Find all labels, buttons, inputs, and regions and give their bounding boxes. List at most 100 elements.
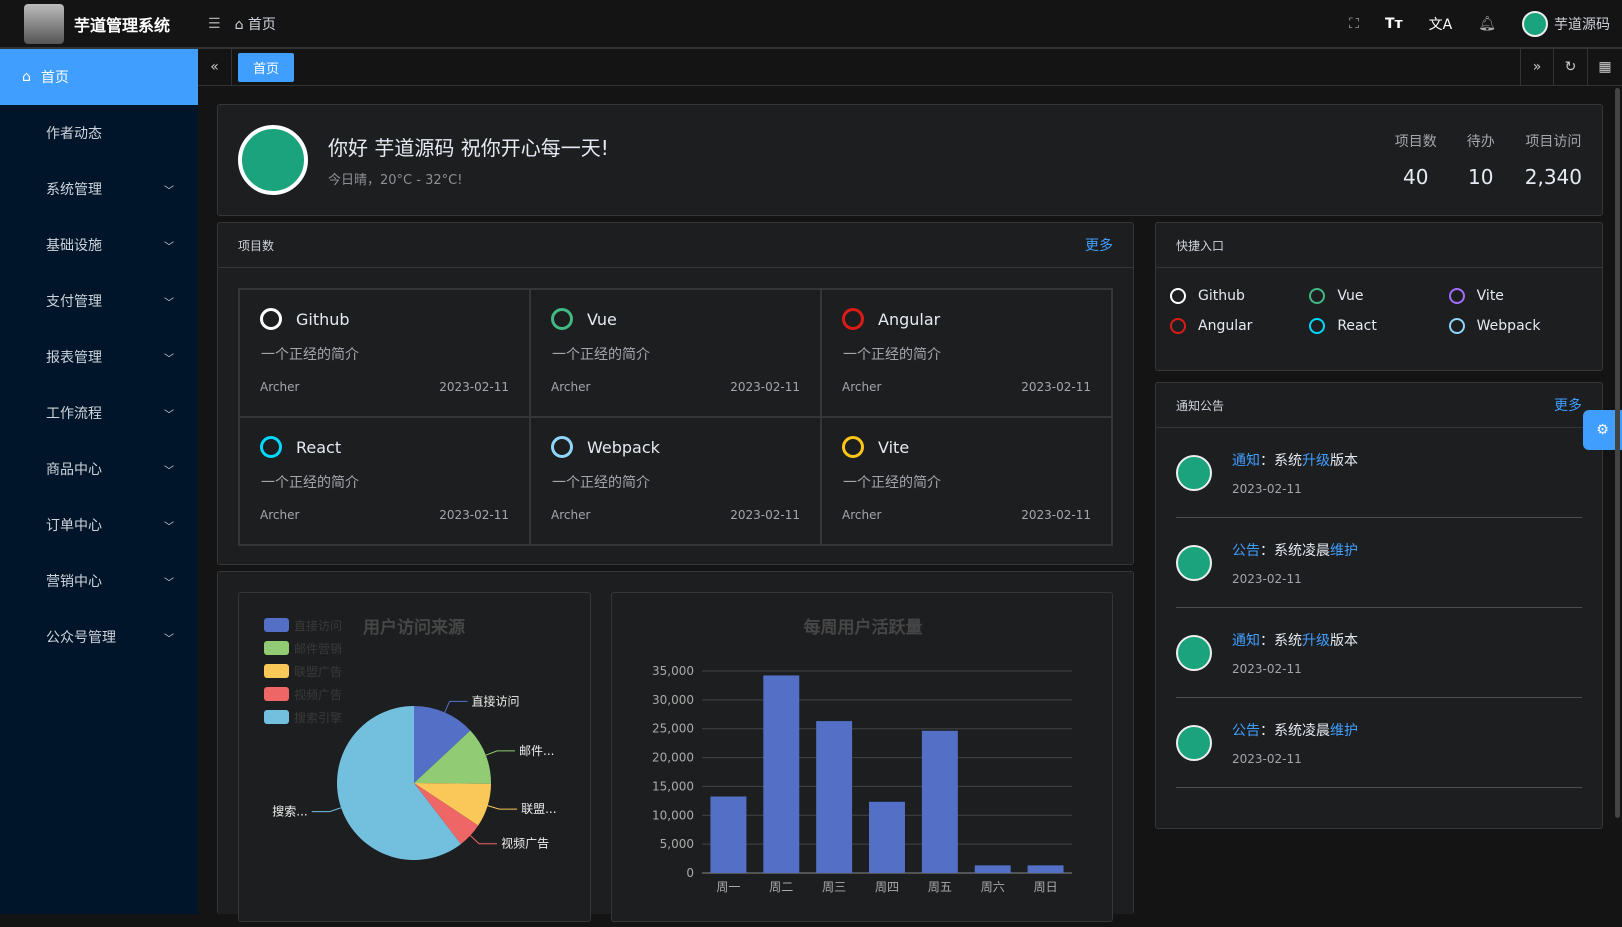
sidebar-item-label: 支付管理 <box>46 294 102 310</box>
logo[interactable]: 芋道管理系统 <box>0 3 198 44</box>
sidebar-item[interactable]: 基础设施 ﹀ <box>0 217 198 273</box>
tab-bar: « 首页 » ↻ ▦ <box>198 49 1622 86</box>
x-tick-label: 周二 <box>769 880 793 894</box>
pie-label: 联盟... <box>521 802 556 816</box>
breadcrumb[interactable]: ⌂ 首页 <box>234 16 276 33</box>
app-title: 芋道管理系统 <box>74 15 171 35</box>
y-tick-label: 10,000 <box>652 808 694 822</box>
grid-menu-icon[interactable]: ▦ <box>1598 59 1612 75</box>
projects-card: 项目数 更多 Github 一个正经的简介 Archer 2023-02-11 Vue 一个… <box>217 222 1134 565</box>
pie-slice <box>414 783 479 845</box>
sidebar-item-label: 营销中心 <box>46 574 102 590</box>
shortcut-item[interactable]: Webpack <box>1448 318 1588 334</box>
legend-label: 搜索引擎 <box>294 710 342 725</box>
scrollbar[interactable] <box>1615 88 1620 818</box>
refresh-icon[interactable]: ↻ <box>1554 49 1588 85</box>
chevron-down-icon: ﹀ <box>164 465 174 477</box>
sidebar: ⌂ 首页 作者动态 系统管理 ﹀ 基础设施 ﹀ 支付管理 ﹀ 报表管理 ﹀ 工作流程 ﹀ 商品中心 ﹀ 订单中… <box>0 49 198 914</box>
shortcut-item[interactable]: React <box>1309 318 1448 334</box>
translate-icon[interactable]: 文A <box>1428 16 1453 33</box>
shortcut-item[interactable]: Vite <box>1448 288 1588 304</box>
sidebar-item[interactable]: 商品中心 ﹀ <box>0 441 198 497</box>
bell-icon[interactable]: 🔔︎ <box>1478 15 1496 32</box>
pie-slice <box>337 706 461 860</box>
x-tick-label: 周一 <box>716 880 740 894</box>
notices-title: 通知公告 <box>1176 398 1225 413</box>
scroll-left-icon[interactable]: « <box>198 49 232 85</box>
x-tick-label: 周五 <box>928 880 952 894</box>
menu-toggle-icon[interactable]: ☰ <box>208 15 221 32</box>
sidebar-item-label: 工作流程 <box>46 406 102 422</box>
chevron-down-icon: ﹀ <box>164 521 174 533</box>
project-card[interactable]: React 一个正经的简介 Archer 2023-02-11 <box>239 417 530 545</box>
user-avatar <box>238 125 308 195</box>
project-card[interactable]: Vue 一个正经的简介 Archer 2023-02-11 <box>530 289 821 417</box>
bar <box>816 721 853 873</box>
sidebar-item[interactable]: 系统管理 ﹀ <box>0 161 198 217</box>
shortcuts-title: 快捷入口 <box>1176 238 1225 253</box>
project-card[interactable]: Webpack 一个正经的简介 Archer 2023-02-11 <box>530 417 821 545</box>
y-tick-label: 0 <box>686 866 694 880</box>
sidebar-item-label: 报表管理 <box>46 350 102 366</box>
chart-title: 用户访问来源 <box>363 617 465 638</box>
notice-item[interactable]: 通知：系统升级版本 2023-02-11 <box>1176 608 1582 698</box>
x-tick-label: 周三 <box>822 880 846 894</box>
sidebar-item-label: 基础设施 <box>46 238 102 254</box>
sidebar-item[interactable]: 作者动态 <box>0 105 198 161</box>
project-card[interactable]: Angular 一个正经的简介 Archer 2023-02-11 <box>821 289 1112 417</box>
weather: 今日晴，20°C - 32°C! <box>328 173 463 188</box>
user-menu[interactable]: 芋道源码 <box>1522 10 1610 37</box>
pie-label-line <box>469 835 498 845</box>
projects-title: 项目数 <box>238 238 275 253</box>
welcome-card: 你好 芋道源码 祝你开心每一天! 今日晴，20°C - 32°C! 项目数 40 待… <box>217 104 1603 216</box>
chevron-down-icon: ﹀ <box>164 409 174 421</box>
tab-home[interactable]: 首页 <box>238 52 295 82</box>
legend-swatch <box>264 641 289 655</box>
notice-item[interactable]: 公告：系统凌晨维护 2023-02-11 <box>1176 518 1582 608</box>
sidebar-item-label: 商品中心 <box>46 462 102 478</box>
vue-icon <box>1309 288 1326 304</box>
charts-card: 用户访问来源 直接访问 邮件营销 联盟广告 视频广告 搜索引擎 直接访问 邮件... 联盟...… <box>217 571 1134 922</box>
shortcut-item[interactable]: Github <box>1170 288 1309 304</box>
x-tick-label: 周六 <box>981 880 1005 894</box>
notice-item[interactable]: 通知：系统升级版本 2023-02-11 <box>1176 428 1582 518</box>
sidebar-item[interactable]: 公众号管理 ﹀ <box>0 609 198 665</box>
angular-icon <box>842 308 864 330</box>
legend-swatch <box>264 687 289 701</box>
vite-icon <box>842 436 864 458</box>
sidebar-item[interactable]: 支付管理 ﹀ <box>0 273 198 329</box>
bar-chart-panel: 每周用户活跃量 0 5,000 10,000 15,000 20,000 25,000 30,… <box>611 592 1113 922</box>
projects-more-link[interactable]: 更多 <box>1085 238 1113 254</box>
sidebar-item[interactable]: 报表管理 ﹀ <box>0 329 198 385</box>
pie-slice <box>414 730 491 784</box>
top-bar: 芋道管理系统 ☰ ⌂ 首页 ⛶ Tт 文A 🔔︎ 芋道源码 <box>0 0 1622 49</box>
notices-more-link[interactable]: 更多 <box>1554 398 1582 414</box>
chevron-down-icon: ﹀ <box>164 241 174 253</box>
greeting: 你好 芋道源码 祝你开心每一天! <box>328 136 609 160</box>
bar <box>710 796 747 873</box>
avatar <box>1176 454 1212 491</box>
sidebar-item[interactable]: 工作流程 ﹀ <box>0 385 198 441</box>
sidebar-item[interactable]: 订单中心 ﹀ <box>0 497 198 553</box>
sidebar-item[interactable]: ⌂ 首页 <box>0 49 198 105</box>
scroll-right-icon[interactable]: » <box>1520 49 1554 85</box>
notice-item[interactable]: 公告：系统凌晨维护 2023-02-11 <box>1176 698 1582 788</box>
shortcut-item[interactable]: Angular <box>1170 318 1309 334</box>
y-tick-label: 35,000 <box>652 664 694 678</box>
font-size-icon[interactable]: Tт <box>1384 15 1403 32</box>
sidebar-item[interactable]: 营销中心 ﹀ <box>0 553 198 609</box>
bar <box>974 865 1011 873</box>
pie-label: 直接访问 <box>472 693 520 708</box>
project-card[interactable]: Github 一个正经的简介 Archer 2023-02-11 <box>239 289 530 417</box>
github-icon <box>260 308 282 330</box>
sidebar-item-label: 系统管理 <box>46 182 102 198</box>
fullscreen-icon[interactable]: ⛶ <box>1349 15 1359 32</box>
bar <box>921 730 958 873</box>
pie-label: 搜索... <box>272 804 307 819</box>
legend-label: 联盟广告 <box>294 665 342 679</box>
shortcut-item[interactable]: Vue <box>1309 288 1448 304</box>
legend-swatch <box>264 664 289 678</box>
project-card[interactable]: Vite 一个正经的简介 Archer 2023-02-11 <box>821 417 1112 545</box>
pie-label-line <box>311 807 342 813</box>
pie-chart: 用户访问来源直接访问邮件营销联盟广告视频广告搜索引擎直接访问邮件...联盟...… <box>264 617 557 860</box>
